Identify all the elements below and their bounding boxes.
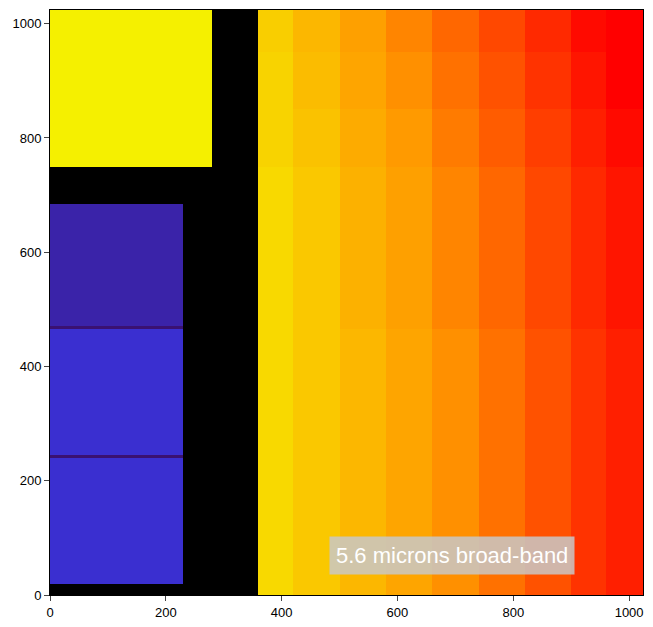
svg-text:200: 200 <box>20 473 42 488</box>
svg-text:200: 200 <box>155 605 177 620</box>
svg-text:800: 800 <box>502 605 524 620</box>
svg-text:0: 0 <box>34 588 41 603</box>
svg-text:400: 400 <box>20 359 42 374</box>
svg-text:600: 600 <box>387 605 409 620</box>
svg-text:1000: 1000 <box>12 16 41 31</box>
svg-text:600: 600 <box>20 245 42 260</box>
svg-text:0: 0 <box>46 605 53 620</box>
svg-text:1000: 1000 <box>615 605 644 620</box>
svg-text:5.6 microns broad-band: 5.6 microns broad-band <box>336 543 568 568</box>
svg-text:800: 800 <box>20 131 42 146</box>
svg-text:400: 400 <box>271 605 293 620</box>
